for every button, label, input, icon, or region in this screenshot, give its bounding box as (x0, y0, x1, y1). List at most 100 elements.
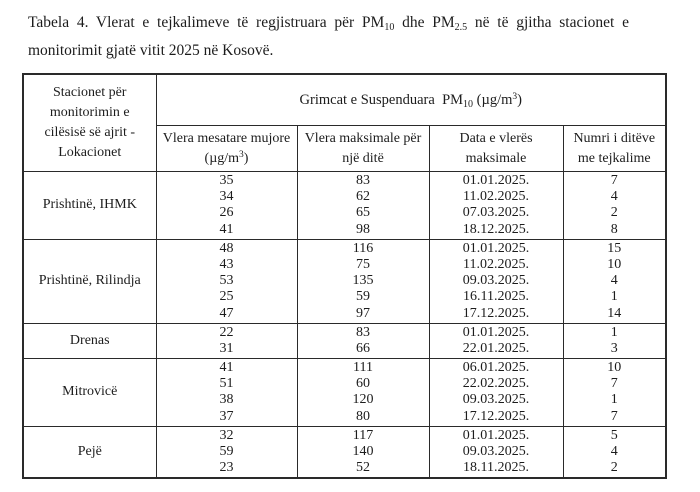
cell-value: 66 (356, 340, 370, 356)
max-date-values: 01.01.2025. 11.02.2025. 07.03.2025. 18.12.2… (428, 171, 564, 240)
cell-value: 22.01.2025. (462, 340, 530, 356)
cell-value: 117 (352, 427, 374, 443)
pm10-subscript: 10 (384, 22, 395, 33)
cell-value: 43 (219, 256, 234, 272)
cell-value: 1 (610, 289, 618, 305)
cell-value: 59 (219, 444, 234, 459)
cell-value: 80 (356, 408, 370, 424)
col-header-text: ) (243, 150, 249, 166)
caption-text-a: Tabela 4. Vlerat e tejkalimeve të regjis… (28, 14, 385, 31)
cell-value: 51 (219, 376, 234, 392)
col-header-exceedance-days: Numri i ditëve me tejkalime (562, 125, 667, 172)
cubic-superscript: 3 (512, 91, 518, 102)
cell-value: 09.03.2025. (462, 392, 530, 408)
station-name: Prishtinë, Rilindja (22, 238, 157, 324)
daily-max-values: 116 75 135 59 97 (296, 238, 430, 324)
pm10-group-header: Grimcat e Suspenduara PM10 (µg/m3) (155, 73, 667, 126)
station-name: Mitrovicë (22, 358, 157, 427)
cell-value: 62 (356, 189, 370, 205)
table-caption: Tabela 4. Vlerat e tejkalimeve të regjis… (28, 9, 629, 65)
cell-value: 37 (219, 408, 234, 424)
table-header: Stacionet për monitorimin e cilësisë së … (22, 73, 667, 172)
cell-value: 38 (219, 392, 234, 408)
cell-value: 31 (219, 340, 234, 356)
header-row-group: Stacionet për monitorimin e cilësisë së … (22, 73, 667, 172)
cell-value: 17.12.2025. (462, 305, 530, 321)
cell-value: 11.02.2025. (463, 256, 529, 272)
exceedance-day-counts: 15 10 4 1 14 (562, 238, 667, 324)
cell-value: 52 (356, 460, 370, 476)
cell-value: 4 (610, 189, 618, 205)
station-row: Prishtinë, Rilindja 48 43 53 25 47 116 75 135 59 9… (22, 238, 667, 324)
exceedance-day-counts: 10 7 1 7 (562, 358, 667, 427)
station-row: Pejë 32 59 23 117 140 52 01.01.2025. 09.03.2025.… (22, 425, 667, 479)
cell-value: 09.03.2025. (462, 273, 530, 289)
cell-value: 140 (352, 444, 374, 459)
cell-value: 25 (219, 289, 234, 305)
cell-value: 3 (610, 340, 618, 356)
cell-value: 17.12.2025. (462, 408, 530, 424)
caption-line-1: Tabela 4. Vlerat e tejkalimeve të regjis… (28, 9, 629, 37)
max-date-values: 01.01.2025. 22.01.2025. (428, 322, 564, 360)
cell-value: 135 (352, 273, 374, 289)
cell-value: 2 (610, 205, 618, 221)
cell-value: 116 (352, 240, 374, 256)
cell-value: 35 (219, 173, 234, 188)
cell-value: 8 (610, 221, 618, 237)
cell-value: 23 (219, 460, 234, 476)
station-name: Pejë (22, 425, 157, 479)
cell-value: 5 (610, 427, 618, 443)
pm25-subscript: 2.5 (454, 22, 468, 33)
max-date-values: 01.01.2025. 11.02.2025. 09.03.2025. 16.11.2… (428, 238, 564, 324)
cell-value: 06.01.2025. (462, 360, 530, 376)
monthly-mean-values: 22 31 (155, 322, 298, 360)
cell-value: 01.01.2025. (462, 240, 530, 256)
cell-value: 41 (219, 360, 234, 376)
cell-value: 09.03.2025. (462, 444, 530, 459)
monthly-mean-values: 32 59 23 (155, 425, 298, 479)
cell-value: 01.01.2025. (462, 173, 530, 188)
daily-max-values: 83 66 (296, 322, 430, 360)
max-date-values: 01.01.2025. 09.03.2025. 18.11.2025. (428, 425, 564, 479)
pm10-subscript: 10 (463, 98, 474, 110)
max-date-values: 06.01.2025. 22.02.2025. 09.03.2025. 17.12.2… (428, 358, 564, 427)
caption-text-b: dhe PM (394, 14, 455, 31)
cell-value: 111 (353, 360, 373, 376)
cell-value: 97 (356, 305, 370, 321)
caption-line-2: monitorimit gjatë vitit 2025 në Kosovë. (28, 42, 274, 59)
cell-value: 41 (219, 221, 234, 237)
cell-value: 4 (610, 444, 618, 459)
cell-value: 22 (219, 324, 234, 340)
group-header-text-c: ) (517, 91, 522, 108)
cell-value: 10 (607, 360, 622, 376)
cell-value: 120 (352, 392, 374, 408)
cell-value: 98 (356, 221, 370, 237)
cell-value: 16.11.2025. (463, 289, 529, 305)
cubic-superscript: 3 (239, 149, 244, 160)
monthly-mean-values: 35 34 26 41 (155, 171, 298, 240)
cell-value: 07.03.2025. (462, 205, 530, 221)
cell-value: 26 (219, 205, 234, 221)
cell-value: 14 (607, 305, 622, 321)
cell-value: 83 (356, 324, 370, 340)
caption-text-c: në të gjitha stacionet e (467, 14, 629, 31)
cell-value: 32 (219, 427, 234, 443)
header-row-columns: Vlera mesatare mujore (µg/m3) Vlera maks… (23, 125, 667, 172)
group-header-text-a: Grimcat e Suspenduara PM (299, 91, 464, 108)
cell-value: 48 (219, 240, 234, 256)
cell-value: 10 (607, 256, 622, 272)
cell-value: 11.02.2025. (463, 189, 529, 205)
cell-value: 34 (219, 189, 234, 205)
cell-value: 75 (356, 256, 370, 272)
monthly-mean-values: 48 43 53 25 47 (155, 238, 298, 324)
cell-value: 83 (356, 173, 370, 188)
cell-value: 4 (610, 273, 618, 289)
cell-value: 18.12.2025. (462, 221, 530, 237)
station-name: Drenas (22, 322, 157, 360)
cell-value: 1 (610, 392, 618, 408)
cell-value: 2 (610, 460, 618, 476)
cell-value: 65 (356, 205, 370, 221)
pm10-exceedance-table: Stacionet për monitorimin e cilësisë së … (22, 73, 668, 480)
cell-value: 60 (356, 376, 370, 392)
